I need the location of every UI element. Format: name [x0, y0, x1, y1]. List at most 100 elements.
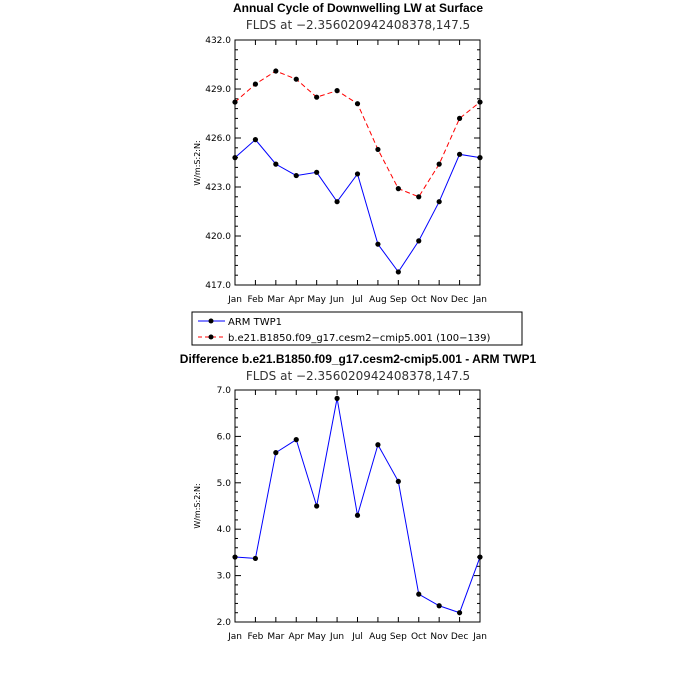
data-point [354, 512, 361, 518]
data-point [334, 395, 340, 401]
y-tick-label: 429.0 [205, 85, 231, 95]
y-tick-label: 432.0 [205, 36, 231, 46]
chart-title: Difference b.e21.B1850.f09_g17.cesm2-cmi… [180, 352, 537, 366]
data-point [252, 137, 259, 143]
data-point [252, 81, 259, 87]
legend-marker-model [208, 334, 214, 340]
y-tick-label: 7.0 [217, 386, 232, 396]
plot-frame [234, 39, 481, 286]
legend-marker-arm [208, 318, 214, 324]
data-point [436, 603, 442, 609]
x-tick-label: May [307, 632, 326, 642]
annual-cycle-chart: Annual Cycle of Downwelling LW at Surfac… [193, 1, 487, 305]
x-tick-label: Dec [451, 632, 468, 642]
data-point [314, 94, 320, 100]
series-line-0 [234, 138, 481, 273]
data-point [334, 199, 340, 205]
x-tick-label: Jul [351, 295, 363, 305]
series-group [232, 68, 483, 275]
data-point [273, 161, 279, 167]
x-tick-label: Jun [329, 632, 344, 642]
data-point [416, 238, 422, 244]
data-point [232, 554, 238, 560]
y-tick-label: 4.0 [217, 525, 232, 535]
x-tick-label: Apr [288, 632, 304, 642]
x-tick-label: Jan [472, 632, 487, 642]
x-ticks: Jan Feb Mar Apr May Jun Jul Aug Sep Oct Nov Dec Jan [227, 40, 487, 305]
x-tick-label: Jun [329, 295, 344, 305]
legend-entry-arm: ARM TWP1 [228, 317, 282, 328]
y-tick-label: 420.0 [205, 232, 231, 242]
data-point [273, 450, 279, 456]
y-axis-label: W/m:S:2:N: [193, 140, 202, 185]
data-point [375, 241, 381, 247]
legend: ARM TWP1 b.e21.B1850.f09_g17.cesm2−cmip5… [191, 311, 523, 346]
y-ticks: 2.0 3.0 4.0 5.0 6.0 7.0 [217, 386, 480, 628]
y-tick-label: 423.0 [205, 183, 231, 193]
x-tick-label: May [307, 295, 326, 305]
data-point [354, 171, 361, 177]
data-point [293, 76, 299, 82]
data-point [314, 169, 320, 175]
x-tick-label: Jul [351, 632, 363, 642]
legend-entry-model: b.e21.B1850.f09_g17.cesm2−cmip5.001 (100… [228, 333, 491, 344]
y-tick-label: 2.0 [217, 618, 232, 628]
data-point [395, 269, 401, 275]
x-tick-label: Aug [369, 295, 387, 305]
data-point [436, 161, 442, 167]
chart-title: Annual Cycle of Downwelling LW at Surfac… [233, 1, 483, 15]
data-point [252, 555, 259, 562]
y-tick-label: 3.0 [217, 572, 232, 582]
x-tick-label: Sep [390, 632, 407, 642]
data-point [314, 503, 320, 509]
data-point [293, 437, 299, 443]
data-point [232, 99, 238, 105]
data-point [456, 610, 463, 616]
x-tick-label: Jan [227, 632, 242, 642]
series-group [232, 395, 483, 616]
x-tick-label: Aug [369, 632, 387, 642]
x-tick-label: Nov [430, 295, 448, 305]
chart-subtitle: FLDS at −2.356020942408378,147.5 [246, 18, 470, 32]
y-tick-label: 426.0 [205, 134, 231, 144]
data-point [477, 554, 483, 560]
data-point [477, 99, 483, 105]
x-tick-label: Jan [472, 295, 487, 305]
x-tick-label: Nov [430, 632, 448, 642]
data-point [477, 155, 483, 161]
x-tick-label: Mar [267, 632, 284, 642]
data-point [395, 186, 401, 192]
plot-frame [234, 389, 481, 623]
x-tick-label: Oct [411, 632, 427, 642]
data-point [456, 151, 463, 157]
y-tick-label: 417.0 [205, 281, 231, 291]
data-point [395, 478, 401, 485]
x-ticks: Jan Feb Mar Apr May Jun Jul Aug Sep Oct Nov Dec Jan [227, 390, 487, 642]
y-ticks: 417.0 420.0 423.0 426.0 429.0 432.0 [205, 36, 480, 291]
data-point [436, 199, 442, 205]
x-tick-label: Feb [247, 632, 263, 642]
legend-box [191, 311, 523, 346]
data-point [375, 442, 381, 448]
data-point [416, 591, 422, 597]
data-point [375, 146, 381, 153]
x-tick-label: Apr [288, 295, 304, 305]
x-tick-label: Jan [227, 295, 242, 305]
y-tick-label: 5.0 [217, 479, 232, 489]
data-point [293, 172, 299, 179]
data-point [232, 155, 238, 161]
data-point [456, 115, 463, 121]
x-tick-label: Sep [390, 295, 407, 305]
difference-chart: Difference b.e21.B1850.f09_g17.cesm2-cmi… [180, 352, 537, 642]
series-line-0 [234, 398, 481, 614]
x-tick-label: Mar [267, 295, 284, 305]
y-axis-label: W/m:S:2:N: [193, 483, 202, 528]
y-tick-label: 6.0 [217, 432, 232, 442]
chart-subtitle: FLDS at −2.356020942408378,147.5 [246, 369, 470, 383]
data-point [354, 101, 361, 107]
x-tick-label: Feb [247, 295, 263, 305]
series-line-1 [234, 70, 481, 198]
data-point [334, 88, 340, 94]
data-point [273, 68, 279, 74]
